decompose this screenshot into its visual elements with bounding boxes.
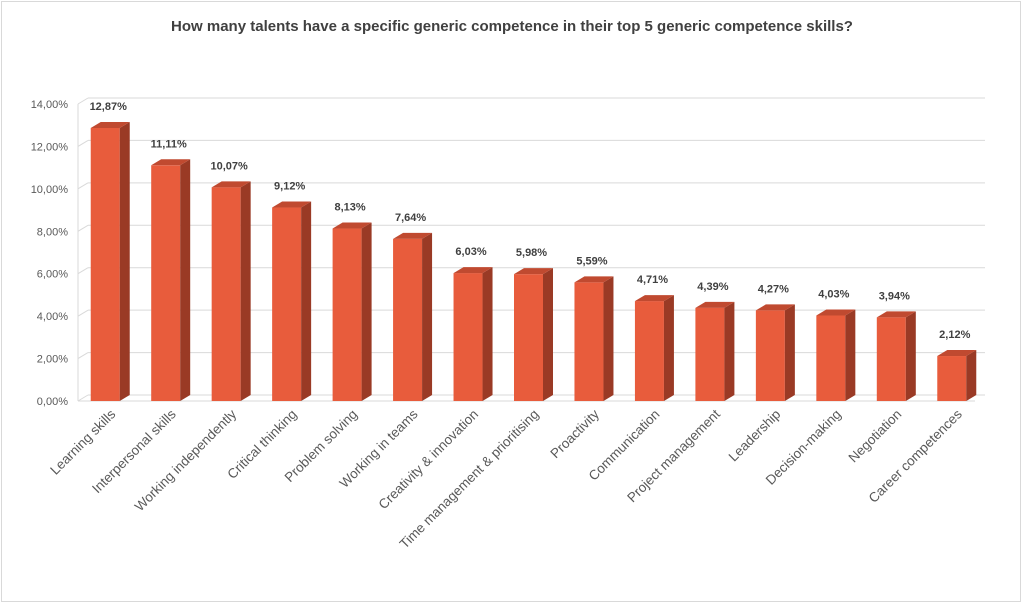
y-tick-label: 8,00% <box>37 226 68 238</box>
bar-12 <box>755 304 795 401</box>
y-tick-label: 14,00% <box>31 99 69 111</box>
bar-top <box>876 311 916 318</box>
bar-top <box>695 301 735 308</box>
data-label: 8,13% <box>334 202 365 214</box>
bar-front <box>937 356 967 401</box>
chart-title: How many talents have a specific generic… <box>171 18 853 35</box>
y-tick-label: 0,00% <box>37 396 68 408</box>
category-label: Negotiation <box>846 407 905 466</box>
bar-13 <box>816 309 856 401</box>
bar-top <box>151 159 191 166</box>
bar-front <box>151 165 181 401</box>
gridline-depth <box>77 352 89 360</box>
data-label: 12,87% <box>90 101 128 113</box>
bar-front <box>755 310 785 401</box>
bar-side <box>543 268 553 401</box>
data-label: 5,98% <box>516 247 547 259</box>
bar-top <box>272 201 312 208</box>
bar-2 <box>151 159 191 401</box>
bar-top <box>634 295 674 302</box>
bar-15 <box>937 350 977 401</box>
bar-side <box>422 232 433 401</box>
bar-14 <box>876 311 916 401</box>
y-tick-label: 2,00% <box>37 354 68 366</box>
bar-9 <box>574 276 614 401</box>
bar-side <box>724 301 735 401</box>
bar-side <box>966 350 977 401</box>
bar-side <box>240 181 251 401</box>
bar-7 <box>453 267 493 401</box>
gridline-depth <box>77 394 89 402</box>
bar-6 <box>393 232 433 401</box>
bar-1 <box>90 121 130 402</box>
bar-front <box>393 238 423 401</box>
gridline-depth <box>77 182 89 190</box>
bar-front <box>574 282 604 401</box>
bar-8 <box>514 268 553 401</box>
bar-side <box>301 201 312 401</box>
bar-front <box>816 315 846 401</box>
category-label: Creativity & innovation <box>376 407 482 513</box>
bar-top <box>755 304 795 311</box>
data-label: 4,03% <box>818 289 849 301</box>
bar-side <box>905 311 916 401</box>
data-label: 4,71% <box>637 274 668 286</box>
bar-top <box>514 268 553 275</box>
data-label: 9,12% <box>274 181 305 193</box>
y-tick-label: 10,00% <box>31 184 69 196</box>
category-label: Leadership <box>726 407 784 465</box>
bar-top <box>211 181 251 188</box>
data-label: 3,94% <box>879 290 910 302</box>
bar-3 <box>211 181 251 401</box>
bar-11 <box>695 301 735 401</box>
bar-side <box>845 309 856 401</box>
bar-side <box>663 295 674 401</box>
gridline-depth <box>77 309 89 317</box>
bar-10 <box>634 295 674 401</box>
bar-side <box>784 304 795 401</box>
bar-front <box>90 127 120 402</box>
bar-5 <box>332 222 372 401</box>
data-label: 6,03% <box>455 246 486 258</box>
data-label: 4,39% <box>697 281 728 293</box>
bar-front <box>634 301 664 401</box>
bar-front <box>876 317 906 401</box>
category-label: Proactivity <box>547 406 602 461</box>
bar-front <box>453 273 483 401</box>
data-label: 4,27% <box>758 283 789 295</box>
bar-top <box>332 222 372 229</box>
bar-top <box>453 267 493 274</box>
bar-front <box>211 187 241 401</box>
bar-front <box>514 274 543 401</box>
bar-top <box>937 350 977 357</box>
bar-front <box>695 307 725 401</box>
gridline-depth <box>77 97 89 105</box>
bar-top <box>90 121 130 128</box>
bar-top <box>574 276 614 283</box>
data-label: 5,59% <box>576 255 607 267</box>
y-tick-label: 6,00% <box>37 269 68 281</box>
data-label: 2,12% <box>939 329 970 341</box>
gridline-depth <box>77 224 89 232</box>
bar-side <box>361 222 372 401</box>
data-label: 11,11% <box>151 138 187 150</box>
bar-4 <box>272 201 312 401</box>
gridline-depth <box>77 267 89 275</box>
data-label: 10,07% <box>211 160 249 172</box>
bar-side <box>603 276 614 401</box>
bar-top <box>816 309 856 316</box>
category-label: Working independently <box>132 406 240 514</box>
y-tick-label: 12,00% <box>31 141 69 153</box>
gridline-depth <box>77 139 89 147</box>
bar-side <box>180 159 191 401</box>
bar-side <box>482 267 493 401</box>
bar-top <box>393 232 433 239</box>
bar-front <box>272 207 302 401</box>
data-label: 7,64% <box>395 212 426 224</box>
bar-front <box>332 228 362 401</box>
y-tick-label: 4,00% <box>37 311 68 323</box>
bar-side <box>119 121 130 402</box>
